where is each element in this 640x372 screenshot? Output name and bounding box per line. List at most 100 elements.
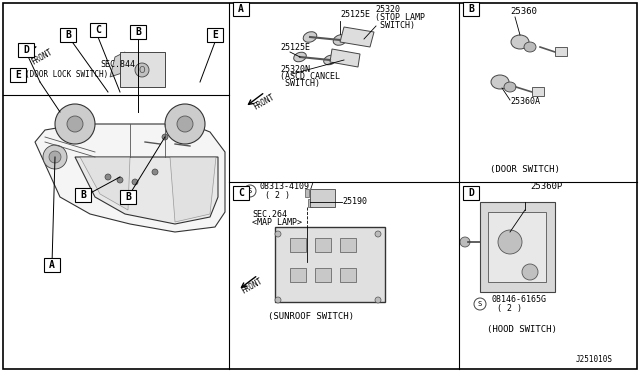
Circle shape [275, 231, 281, 237]
Text: 08313-41097: 08313-41097 [260, 182, 315, 191]
Ellipse shape [524, 42, 536, 52]
Text: O: O [139, 65, 145, 74]
Bar [315, 268, 331, 282]
Circle shape [67, 116, 83, 132]
Ellipse shape [294, 52, 307, 62]
Circle shape [375, 297, 381, 303]
Bar [44, 258, 60, 272]
Bar [488, 212, 546, 282]
Circle shape [162, 134, 168, 140]
Text: C: C [95, 25, 101, 35]
Circle shape [43, 145, 67, 169]
Circle shape [55, 104, 95, 144]
Bar [305, 189, 309, 197]
Bar [480, 202, 555, 292]
Text: D: D [468, 188, 474, 198]
Text: SWITCH): SWITCH) [280, 79, 320, 88]
Circle shape [49, 151, 61, 163]
Ellipse shape [511, 35, 529, 49]
Polygon shape [170, 157, 216, 222]
Text: A: A [49, 260, 55, 270]
Bar [315, 238, 331, 252]
Bar [290, 238, 306, 252]
Text: (STOP LAMP: (STOP LAMP [375, 13, 425, 22]
Bar [463, 2, 479, 16]
Text: E: E [212, 30, 218, 40]
Ellipse shape [333, 35, 347, 45]
Text: S: S [478, 301, 482, 307]
Circle shape [522, 264, 538, 280]
Circle shape [135, 63, 149, 77]
Text: 25320: 25320 [375, 5, 400, 14]
Bar [75, 188, 91, 202]
Ellipse shape [324, 55, 336, 65]
FancyArrowPatch shape [241, 277, 256, 288]
Text: D: D [23, 45, 29, 55]
Text: SWITCH): SWITCH) [375, 21, 415, 30]
FancyArrowPatch shape [248, 94, 263, 105]
Text: (DOOR LOCK SWITCH): (DOOR LOCK SWITCH) [25, 70, 108, 79]
Ellipse shape [504, 82, 516, 92]
Polygon shape [340, 27, 374, 47]
Text: B: B [65, 30, 71, 40]
Circle shape [105, 174, 111, 180]
Text: 08146-6165G: 08146-6165G [492, 295, 547, 304]
Bar [233, 2, 249, 16]
Circle shape [474, 298, 486, 310]
Text: A: A [238, 4, 244, 14]
Bar [90, 23, 106, 37]
Bar [120, 190, 136, 204]
Text: 25360: 25360 [510, 7, 537, 16]
Bar [18, 43, 34, 57]
Bar [207, 28, 223, 42]
Text: SEC.844: SEC.844 [100, 60, 135, 69]
Circle shape [460, 237, 470, 247]
Text: ( 2 ): ( 2 ) [265, 191, 290, 200]
Text: 25125E: 25125E [280, 43, 310, 52]
Text: (ASCD CANCEL: (ASCD CANCEL [280, 72, 340, 81]
Text: SEC.264: SEC.264 [252, 210, 287, 219]
Circle shape [152, 169, 158, 175]
Polygon shape [35, 124, 225, 232]
Bar [130, 25, 146, 39]
Circle shape [177, 116, 193, 132]
Text: (SUNROOF SWITCH): (SUNROOF SWITCH) [268, 312, 354, 321]
Text: 25360A: 25360A [510, 97, 540, 106]
Bar [10, 68, 26, 82]
Bar [463, 186, 479, 200]
Bar [60, 28, 76, 42]
Polygon shape [75, 157, 218, 224]
Text: B: B [125, 192, 131, 202]
Circle shape [275, 297, 281, 303]
Bar [275, 227, 385, 302]
Text: B: B [80, 190, 86, 200]
Bar [532, 87, 544, 96]
Text: B: B [468, 4, 474, 14]
Text: FRONT: FRONT [240, 277, 264, 296]
Circle shape [244, 185, 256, 197]
FancyArrowPatch shape [23, 47, 36, 57]
Text: E: E [15, 70, 21, 80]
Text: C: C [238, 188, 244, 198]
Circle shape [165, 104, 205, 144]
Text: FRONT: FRONT [30, 48, 54, 67]
Ellipse shape [303, 32, 317, 42]
Circle shape [498, 230, 522, 254]
Polygon shape [80, 157, 130, 210]
Text: FRONT: FRONT [252, 93, 276, 112]
Bar [308, 199, 312, 207]
Circle shape [117, 177, 123, 183]
Bar [555, 47, 567, 56]
Text: (HOOD SWITCH): (HOOD SWITCH) [487, 325, 557, 334]
Bar [290, 268, 306, 282]
Polygon shape [110, 52, 125, 77]
Bar [340, 268, 356, 282]
Text: ( 2 ): ( 2 ) [497, 304, 522, 313]
Circle shape [132, 179, 138, 185]
Bar [233, 186, 249, 200]
Text: 25190: 25190 [342, 197, 367, 206]
Bar [340, 238, 356, 252]
Text: S: S [248, 188, 252, 194]
Text: 25360P: 25360P [530, 182, 563, 191]
Ellipse shape [491, 75, 509, 89]
